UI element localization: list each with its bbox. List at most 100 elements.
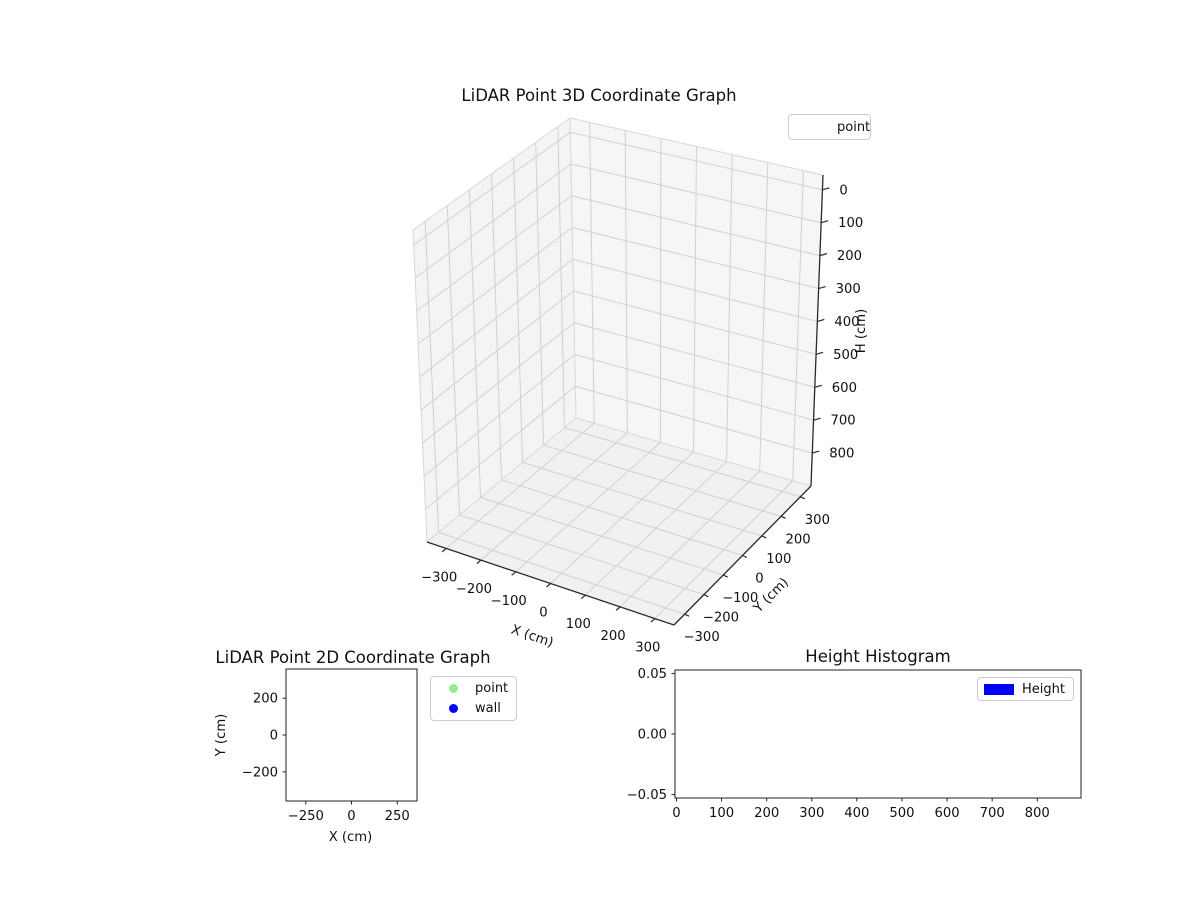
legend-label-height: Height [1022, 681, 1065, 697]
grid-z-right [571, 195, 821, 257]
wall-marker-icon [437, 703, 469, 713]
grid-z-left [416, 195, 572, 312]
y-tick-label-2d: −200 [242, 765, 278, 780]
pane-edge [569, 117, 577, 419]
grid-y-floor [564, 427, 801, 498]
legend-label-point: point [475, 681, 509, 697]
y-tick-label-hist: 0.00 [638, 728, 667, 743]
y-tick-label-2d: 0 [270, 729, 278, 744]
y-tick-3d [684, 613, 690, 617]
x-tick-3d [546, 583, 551, 588]
legend-item-point: point [437, 679, 508, 699]
frame-2d [285, 668, 418, 802]
z-tick-label-3d: 800 [829, 447, 854, 462]
x-tick-label-hist: 500 [889, 806, 914, 821]
grid-z-left [425, 385, 576, 510]
x-tick-label-hist: 400 [844, 806, 869, 821]
plot2d-legend: point wall [430, 676, 517, 721]
z-tick-3d [818, 285, 826, 290]
y-tick-3d [742, 554, 748, 559]
z-tick-label-3d: 100 [838, 216, 863, 231]
x-tick-label-3d: −100 [491, 594, 527, 609]
x-tick-3d [580, 594, 586, 600]
y-tick-label-3d: 100 [766, 552, 791, 567]
x-tick-label-3d: 0 [539, 606, 547, 621]
legend-item-height: Height [984, 680, 1065, 698]
z-tick-label-3d: 600 [832, 381, 857, 396]
x-tick-label-hist: 300 [799, 806, 824, 821]
z-tick-3d [812, 450, 820, 454]
z-tick-label-3d: 400 [834, 315, 859, 330]
pane-edge [575, 417, 812, 487]
y-tick-3d [800, 496, 806, 500]
x-tick-label-2d: 0 [347, 809, 355, 824]
z-tick-label-3d: 300 [836, 282, 861, 297]
z-tick-3d [815, 351, 824, 355]
grid-y-floor [459, 514, 705, 596]
grid-x-wall [693, 146, 697, 453]
grid-z-right [570, 163, 822, 224]
grid-z-left [414, 163, 572, 279]
x-tick-label-hist: 0 [672, 806, 680, 821]
pane-right [570, 118, 823, 486]
x-tick-label-hist: 700 [980, 806, 1005, 821]
x-tick-label-hist: 100 [709, 806, 734, 821]
grid-y-floor [480, 496, 724, 576]
green-dot-icon [448, 684, 458, 694]
legend-label-point-3d: point [837, 119, 871, 135]
x-tick-3d [441, 547, 447, 553]
grid-x-wall [759, 162, 769, 472]
x-tick-3d [511, 571, 517, 576]
y-tick-label-3d: −100 [722, 591, 758, 606]
x-tick-label-3d: 300 [635, 641, 660, 656]
blue-dot-icon [448, 703, 458, 713]
grid-y-wall [513, 158, 523, 463]
x-tick-label-3d: 100 [566, 617, 591, 632]
grid-y-wall [535, 142, 544, 446]
pane-edge [426, 417, 577, 543]
y-tick-label-3d: 300 [805, 513, 830, 528]
y-tick-label-hist: −0.05 [627, 788, 667, 803]
grid-z-right [574, 354, 814, 421]
x-tick-label-3d: −300 [421, 570, 457, 585]
grid-y-wall [491, 173, 502, 481]
grid-z-left [423, 354, 576, 477]
x-tick-label-2d: 250 [385, 809, 410, 824]
grid-x-wall [792, 170, 804, 481]
grid-x-wall [624, 130, 628, 433]
z-tick-label-3d: 200 [837, 249, 862, 264]
y-tick-label-3d: −300 [683, 630, 719, 645]
x-tick-label-3d: 200 [600, 629, 625, 644]
x-axis-label-2d: X (cm) [329, 830, 373, 845]
pane-left [413, 118, 576, 542]
y-tick-3d [761, 535, 767, 539]
x-tick-label-2d: −250 [288, 809, 324, 824]
legend-label-wall: wall [475, 700, 501, 716]
grid-x-wall [589, 122, 595, 424]
legend-item-wall: wall [437, 699, 508, 719]
grid-y-wall [468, 189, 482, 498]
y-tick-3d [703, 594, 709, 598]
grid-z-right [573, 322, 815, 388]
z-tick-3d [819, 253, 828, 257]
hist-title: Height Histogram [805, 647, 951, 666]
grid-z-right [572, 258, 818, 322]
grid-z-left [420, 290, 574, 411]
grid-y-wall [557, 126, 565, 428]
y-tick-label-3d: 200 [786, 532, 811, 547]
x-tick-3d [615, 606, 621, 611]
grid-y-floor [522, 462, 762, 537]
pane-floor [427, 418, 811, 625]
legend-item-point-3d: point [795, 117, 870, 137]
z-axis-line-3d [810, 174, 824, 487]
y-tick-3d [780, 515, 786, 519]
hist-legend: Height [977, 677, 1074, 701]
plot3d-legend: point [788, 114, 871, 140]
z-tick-3d [822, 187, 830, 191]
x-tick-label-hist: 800 [1025, 806, 1050, 821]
grid-z-right [573, 290, 817, 355]
z-tick-label-3d: 700 [831, 414, 856, 429]
x-tick-label-hist: 600 [934, 806, 959, 821]
